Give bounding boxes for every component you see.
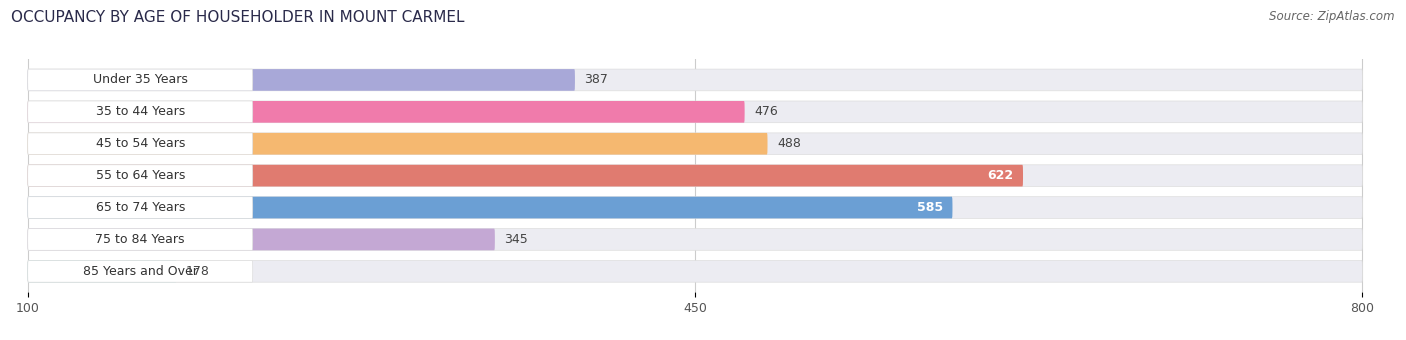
Text: 85 Years and Over: 85 Years and Over xyxy=(83,265,198,278)
FancyBboxPatch shape xyxy=(28,69,253,91)
Text: 387: 387 xyxy=(585,73,609,86)
FancyBboxPatch shape xyxy=(28,197,952,218)
FancyBboxPatch shape xyxy=(28,228,495,250)
Text: 345: 345 xyxy=(505,233,529,246)
Text: OCCUPANCY BY AGE OF HOUSEHOLDER IN MOUNT CARMEL: OCCUPANCY BY AGE OF HOUSEHOLDER IN MOUNT… xyxy=(11,10,465,25)
Text: 75 to 84 Years: 75 to 84 Years xyxy=(96,233,186,246)
FancyBboxPatch shape xyxy=(28,197,1362,218)
FancyBboxPatch shape xyxy=(28,133,1362,155)
FancyBboxPatch shape xyxy=(28,228,253,250)
Text: 45 to 54 Years: 45 to 54 Years xyxy=(96,137,186,150)
FancyBboxPatch shape xyxy=(28,101,1362,123)
FancyBboxPatch shape xyxy=(28,260,176,282)
Text: 622: 622 xyxy=(987,169,1014,182)
FancyBboxPatch shape xyxy=(28,165,253,186)
FancyBboxPatch shape xyxy=(28,165,1024,186)
Text: 65 to 74 Years: 65 to 74 Years xyxy=(96,201,186,214)
FancyBboxPatch shape xyxy=(28,165,1362,186)
FancyBboxPatch shape xyxy=(28,101,745,123)
FancyBboxPatch shape xyxy=(28,133,253,155)
Text: 488: 488 xyxy=(778,137,801,150)
Text: 178: 178 xyxy=(186,265,209,278)
Text: 55 to 64 Years: 55 to 64 Years xyxy=(96,169,186,182)
FancyBboxPatch shape xyxy=(28,260,1362,282)
FancyBboxPatch shape xyxy=(28,260,253,282)
Text: 35 to 44 Years: 35 to 44 Years xyxy=(96,105,184,118)
FancyBboxPatch shape xyxy=(28,69,1362,91)
FancyBboxPatch shape xyxy=(28,101,253,123)
FancyBboxPatch shape xyxy=(28,197,253,218)
FancyBboxPatch shape xyxy=(28,133,768,155)
Text: 585: 585 xyxy=(917,201,943,214)
Text: 476: 476 xyxy=(754,105,778,118)
Text: Under 35 Years: Under 35 Years xyxy=(93,73,187,86)
FancyBboxPatch shape xyxy=(28,228,1362,250)
FancyBboxPatch shape xyxy=(28,69,575,91)
Text: Source: ZipAtlas.com: Source: ZipAtlas.com xyxy=(1270,10,1395,23)
